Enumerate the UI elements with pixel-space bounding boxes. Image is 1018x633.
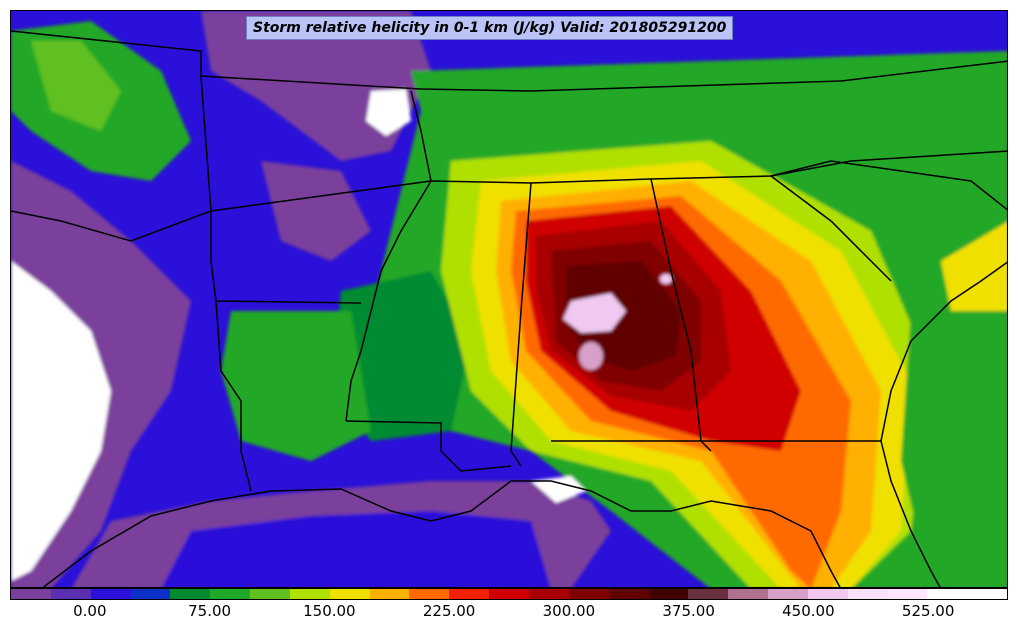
colorbar-cell [927,589,968,599]
colorbar-cell [369,589,410,599]
colorbar-tick-label: 150.00 [303,602,356,620]
state-border-ok-ks [11,75,212,242]
white-patch-gulf [531,476,586,503]
state-border-texas-la [215,300,252,492]
map-title: Storm relative helicity in 0-1 km (J/kg)… [246,16,734,40]
state-border-north [11,30,1007,92]
state-border-la-ms [345,420,512,472]
colorbar-cell [608,589,649,599]
coastline-atlantic [880,261,1007,442]
colorbar-tick-label: 0.00 [73,602,107,620]
dark-green-region [331,271,471,441]
colorbar-cell [90,589,131,599]
purple-region-ozarks [261,161,371,261]
colorbar-cell [449,589,490,599]
colorbar-cell [528,589,569,599]
colorbar-tick-label: 300.00 [542,602,596,620]
colorbar-cell [329,589,370,599]
colorbar-cell [289,589,330,599]
colorbar [10,588,1008,600]
pink-spot-2 [660,274,672,284]
white-region-west [11,261,111,581]
colorbar-cell [728,589,769,599]
colorbar-cell [130,589,171,599]
white-patch-north [366,89,411,136]
coastline-florida [880,440,941,587]
colorbar-tick-label: 525.00 [901,602,955,620]
colorbar-cell [807,589,848,599]
colorbar-cell [11,589,51,599]
colorbar-cell [409,589,450,599]
colorbar-cell [768,589,808,599]
colorbar-tick-label: 225.00 [422,602,476,620]
colorbar-tick-label: 450.00 [782,602,835,620]
state-border-mississippi-river [345,180,432,422]
colorbar-cell [688,589,729,599]
colorbar-cell [887,589,928,599]
colorbar-cell [210,589,251,599]
pink-spot-1 [579,342,603,370]
state-border-sc-nc [770,160,1007,211]
colorbar-tick-label: 375.00 [662,602,715,620]
colorbar-labels: 0.00 75.00 150.00 225.00 300.00 375.00 450.00 5… [10,602,1008,626]
state-border-tn [430,150,1007,184]
pink-core [563,293,626,333]
state-border-arkansas [210,90,432,212]
green-region-atlantic [901,271,1007,587]
state-border-ms-al [510,182,532,467]
state-border-al-ga [650,178,712,452]
colorbar-cell [489,589,529,599]
colorbar-cell [847,589,888,599]
coastline-gulf [42,480,841,587]
green-region-louisiana [221,311,371,461]
lime-region-northwest [31,41,121,131]
state-border-ga-sc [770,175,892,282]
colorbar-cell [648,589,689,599]
blue-region-gulf [162,511,551,587]
state-border-ok-tx [210,211,362,304]
colorbar-cell [170,589,211,599]
yellow-region-carolina [941,222,1007,311]
colorbar-cell [250,589,290,599]
colorbar-cell [967,589,1008,599]
map-panel [10,10,1008,588]
colorbar-cell [568,589,609,599]
helicity-map [11,11,1007,587]
colorbar-tick-label: 75.00 [188,602,232,620]
colorbar-cell [50,589,91,599]
